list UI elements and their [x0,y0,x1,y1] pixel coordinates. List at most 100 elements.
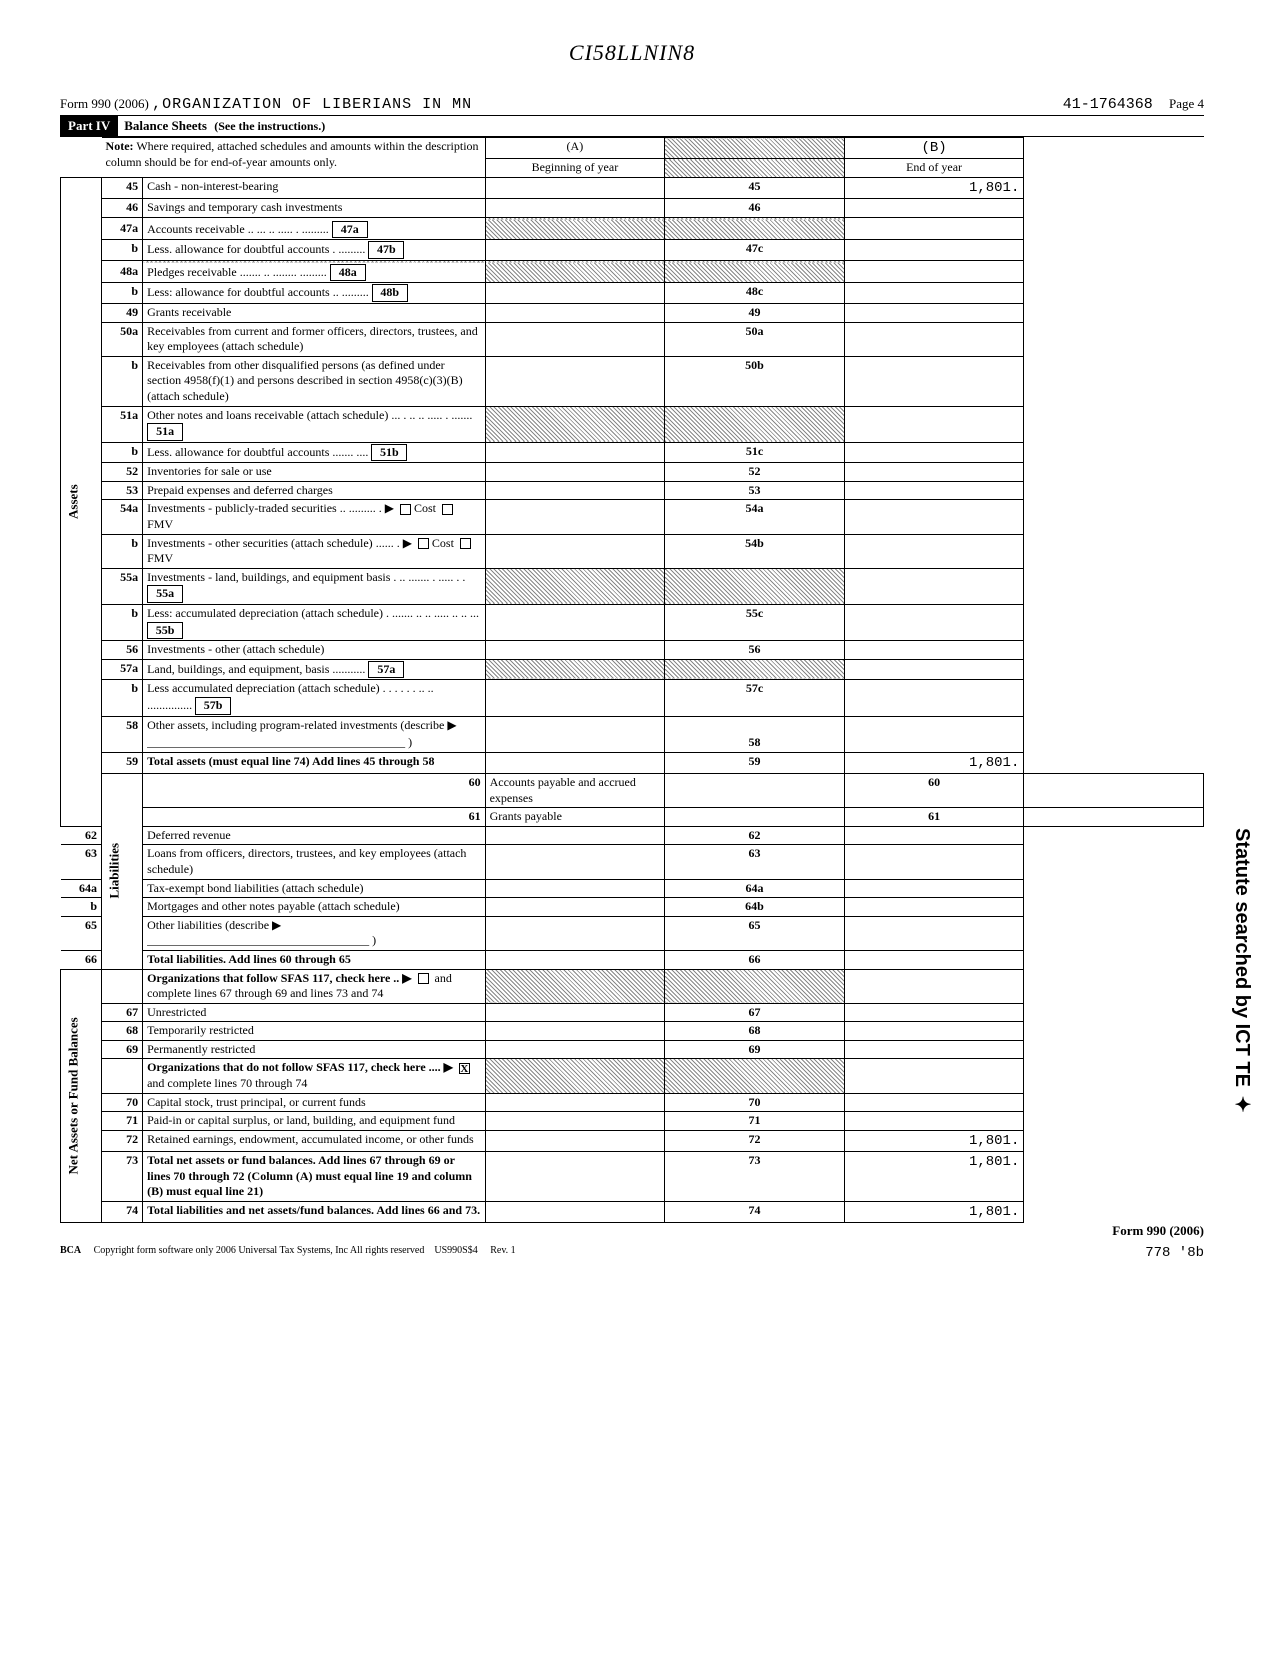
line-60-desc: Accounts payable and accrued expenses [485,773,665,807]
line-51b-box: 51b [371,444,407,462]
line-55a-desc: Investments - land, buildings, and equip… [147,570,390,584]
line-48a-num: 48a [102,263,143,283]
line-46-desc: Savings and temporary cash investments [143,198,486,217]
line-55b-box: 55b [147,622,183,640]
line-46-num: 46 [102,198,143,217]
line-64b-num: b [61,898,102,917]
form-footer-right: Form 990 (2006) [60,1223,1204,1239]
page-number: Page 4 [1169,96,1204,111]
footer-rev: Rev. 1 [490,1245,515,1256]
line-51a-desc: Other notes and loans receivable (attach… [147,408,388,422]
col-b-sub: End of year [844,159,1024,178]
line-47a-box: 47a [332,221,368,239]
bca-label: BCA [60,1245,81,1256]
footer-stamp: 778 '8b [1145,1245,1204,1261]
line-47b-num: b [102,240,143,261]
line-50b-num: b [102,356,143,406]
line-57b-desc: Less accumulated depreciation (attach sc… [147,681,380,695]
line-45-desc: Cash - non-interest-bearing [143,177,486,198]
org-name: ,ORGANIZATION OF LIBERIANS IN MN [152,96,472,113]
sfas117-desc: Organizations that follow SFAS 117, chec… [147,971,411,985]
line-46-line: 46 [665,198,845,217]
line-70-line: 70 [665,1093,845,1112]
line-47b-box: 47b [368,241,404,259]
line-61-num: 61 [143,808,486,827]
line-51b-num: b [102,442,143,463]
line-71-line: 71 [665,1112,845,1131]
line-63-line: 63 [665,845,845,879]
line-48b-desc: Less: allowance for doubtful accounts [147,285,330,299]
line-73-desc: Total net assets or fund balances. Add l… [147,1153,472,1198]
footer: BCA Copyright form software only 2006 Un… [60,1245,1204,1261]
line-54b-desc: Investments - other securities (attach s… [147,536,373,550]
line-59-desc: Total assets (must equal line 74) Add li… [147,754,434,768]
line-48a-desc: Pledges receivable [147,265,237,279]
line-64a-line: 64a [665,879,845,898]
line-60-num: 60 [143,773,486,807]
line-56-line: 56 [665,641,845,660]
line-74-end: 1,801. [844,1201,1024,1222]
line-72-num: 72 [102,1130,143,1151]
line-66-line: 66 [665,950,845,969]
line-57c-line: 57c [665,680,845,716]
line-51b-desc: Less. allowance for doubtful accounts [147,445,329,459]
form-line: Form 990 (2006) [60,96,149,111]
line-62-num: 62 [61,826,102,845]
footer-code: US990S$4 [434,1245,477,1256]
not-sfas-checkbox[interactable] [459,1063,470,1074]
line-64a-num: 64a [61,879,102,898]
line-62-desc: Deferred revenue [143,826,486,845]
line-69-num: 69 [102,1040,143,1059]
line-54a-line: 54a [665,500,845,534]
line-71-num: 71 [102,1112,143,1131]
vertical-margin-note: Statute searched by ICT TE ✦ [1230,828,1254,1117]
net-assets-label: Net Assets or Fund Balances [61,969,102,1223]
notsfas-desc2: and complete lines 70 through 74 [147,1076,307,1090]
line-55a-box: 55a [147,585,183,603]
line-64b-line: 64b [665,898,845,917]
line-57a-desc: Land, buildings, and equipment, basis [147,662,329,676]
line-63-num: 63 [61,845,102,879]
line-47a-desc: Accounts receivable [147,222,245,236]
line-59-num: 59 [102,752,143,773]
part-label: Part IV [60,116,118,136]
line-61-line: 61 [844,808,1024,827]
line-58-line: 58 [665,734,845,752]
line-57a-box: 57a [368,661,404,679]
line-58-desc: Other assets, including program-related … [143,716,486,734]
col-a-sub: Beginning of year [485,159,665,178]
line-64b-desc: Mortgages and other notes payable (attac… [143,898,486,917]
line-47b-desc: Less. allowance for doubtful accounts [147,242,329,256]
notsfas-desc: Organizations that do not follow SFAS 11… [147,1060,453,1074]
line-54a-num: 54a [102,500,143,534]
line-51a-num: 51a [102,406,143,442]
line-50b-desc: Receivables from other disqualified pers… [143,356,486,406]
line-56-desc: Investments - other (attach schedule) [143,641,486,660]
line-62-line: 62 [665,826,845,845]
line-55b-num: b [102,605,143,641]
balance-sheet-table: Note: Where required, attached schedules… [60,137,1204,1223]
line-49-desc: Grants receivable [143,303,486,322]
line-51c-line: 51c [665,442,845,463]
form-header: Form 990 (2006) ,ORGANIZATION OF LIBERIA… [60,96,1204,116]
line-67-line: 67 [665,1003,845,1022]
line-50b-line: 50b [665,356,845,406]
col-a-header: (A) [485,138,665,159]
line-54b-num: b [102,534,143,568]
line-56-num: 56 [102,641,143,660]
line-71-desc: Paid-in or capital surplus, or land, bui… [143,1112,486,1131]
line-72-end: 1,801. [844,1130,1024,1151]
line-73-num: 73 [102,1152,143,1202]
line-49-line: 49 [665,303,845,322]
fmv-label-2: FMV [147,551,173,565]
part-title-text: Balance Sheets [124,118,207,133]
line-68-desc: Temporarily restricted [143,1022,486,1041]
line-54b-line: 54b [665,534,845,568]
line-67-num: 67 [102,1003,143,1022]
line-65-line: 65 [665,916,845,950]
line-48b-num: b [102,283,143,304]
line-69-line: 69 [665,1040,845,1059]
line-45-num: 45 [102,177,143,198]
cost-label: Cost [414,501,436,515]
line-57b-box: 57b [195,697,231,715]
